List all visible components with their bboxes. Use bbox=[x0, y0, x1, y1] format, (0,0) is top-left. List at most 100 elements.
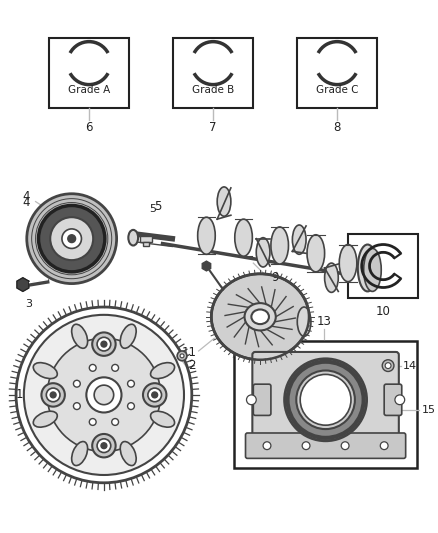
Circle shape bbox=[247, 395, 256, 405]
Text: 3: 3 bbox=[25, 299, 32, 309]
Circle shape bbox=[89, 365, 96, 372]
Ellipse shape bbox=[120, 441, 136, 465]
Text: 1: 1 bbox=[15, 389, 23, 401]
Circle shape bbox=[92, 434, 116, 457]
Text: Grade B: Grade B bbox=[192, 85, 234, 95]
Circle shape bbox=[302, 442, 310, 450]
Circle shape bbox=[382, 360, 394, 372]
Circle shape bbox=[380, 442, 388, 450]
Circle shape bbox=[46, 388, 60, 402]
Text: 13: 13 bbox=[316, 315, 331, 328]
Ellipse shape bbox=[72, 441, 88, 465]
Circle shape bbox=[42, 383, 65, 407]
Circle shape bbox=[89, 418, 96, 425]
Circle shape bbox=[94, 385, 114, 405]
Text: Grade C: Grade C bbox=[316, 85, 358, 95]
Ellipse shape bbox=[198, 217, 215, 254]
Circle shape bbox=[300, 374, 351, 425]
Ellipse shape bbox=[307, 235, 325, 272]
Ellipse shape bbox=[364, 248, 381, 292]
Text: 11: 11 bbox=[181, 346, 196, 359]
Circle shape bbox=[143, 383, 166, 407]
Circle shape bbox=[50, 392, 56, 398]
FancyBboxPatch shape bbox=[253, 384, 271, 415]
FancyBboxPatch shape bbox=[246, 433, 406, 458]
Circle shape bbox=[112, 418, 119, 425]
Ellipse shape bbox=[251, 310, 269, 324]
Text: 4: 4 bbox=[22, 190, 29, 203]
Bar bbox=[140, 236, 152, 241]
Ellipse shape bbox=[212, 274, 309, 360]
Ellipse shape bbox=[151, 411, 175, 427]
Circle shape bbox=[86, 377, 121, 413]
Text: 14: 14 bbox=[403, 361, 417, 370]
Ellipse shape bbox=[271, 227, 289, 264]
Ellipse shape bbox=[217, 187, 231, 216]
Bar bbox=[143, 241, 149, 246]
Ellipse shape bbox=[72, 324, 88, 348]
Ellipse shape bbox=[33, 411, 57, 427]
Circle shape bbox=[47, 338, 161, 451]
Ellipse shape bbox=[325, 263, 338, 293]
Ellipse shape bbox=[151, 362, 175, 378]
Text: 15: 15 bbox=[422, 405, 436, 415]
Circle shape bbox=[101, 443, 107, 449]
Circle shape bbox=[395, 395, 405, 405]
Ellipse shape bbox=[235, 219, 252, 256]
Text: 12: 12 bbox=[282, 356, 297, 369]
Ellipse shape bbox=[128, 230, 138, 246]
Bar bbox=[173, 38, 253, 108]
Text: 8: 8 bbox=[333, 121, 341, 134]
Circle shape bbox=[385, 362, 391, 368]
Circle shape bbox=[97, 337, 111, 351]
Circle shape bbox=[62, 229, 81, 248]
Circle shape bbox=[68, 235, 76, 243]
Ellipse shape bbox=[120, 324, 136, 348]
Circle shape bbox=[177, 351, 187, 361]
Circle shape bbox=[287, 362, 364, 438]
Bar bbox=[297, 38, 377, 108]
Circle shape bbox=[148, 388, 162, 402]
Text: 10: 10 bbox=[376, 305, 391, 318]
Text: 5: 5 bbox=[149, 204, 156, 214]
Circle shape bbox=[112, 365, 119, 372]
Circle shape bbox=[27, 194, 117, 284]
Text: 5: 5 bbox=[154, 200, 161, 213]
Circle shape bbox=[92, 333, 116, 356]
Bar bbox=[49, 38, 129, 108]
Polygon shape bbox=[202, 261, 211, 271]
Circle shape bbox=[341, 442, 349, 450]
Ellipse shape bbox=[33, 362, 57, 378]
Circle shape bbox=[24, 315, 184, 475]
Circle shape bbox=[152, 392, 158, 398]
Circle shape bbox=[50, 217, 93, 260]
Circle shape bbox=[127, 380, 134, 387]
Ellipse shape bbox=[339, 245, 357, 281]
Circle shape bbox=[263, 442, 271, 450]
Circle shape bbox=[74, 380, 80, 387]
Ellipse shape bbox=[244, 303, 276, 330]
Ellipse shape bbox=[358, 245, 378, 292]
Text: Grade A: Grade A bbox=[68, 85, 110, 95]
FancyBboxPatch shape bbox=[384, 384, 402, 415]
Text: 6: 6 bbox=[85, 121, 93, 134]
Circle shape bbox=[180, 354, 184, 358]
Text: 4: 4 bbox=[22, 196, 29, 209]
Ellipse shape bbox=[293, 225, 306, 254]
Bar bbox=[234, 341, 417, 468]
Text: 9: 9 bbox=[271, 271, 279, 284]
Circle shape bbox=[74, 403, 80, 409]
Bar bbox=[348, 235, 418, 298]
Circle shape bbox=[285, 359, 367, 441]
Circle shape bbox=[39, 205, 105, 272]
Text: 7: 7 bbox=[209, 121, 217, 134]
Ellipse shape bbox=[256, 238, 270, 267]
Circle shape bbox=[97, 439, 111, 453]
Circle shape bbox=[101, 341, 107, 347]
Circle shape bbox=[296, 370, 355, 429]
Polygon shape bbox=[17, 278, 29, 292]
Circle shape bbox=[127, 403, 134, 409]
FancyBboxPatch shape bbox=[252, 352, 399, 448]
Ellipse shape bbox=[297, 307, 311, 336]
Text: 2: 2 bbox=[188, 359, 195, 372]
